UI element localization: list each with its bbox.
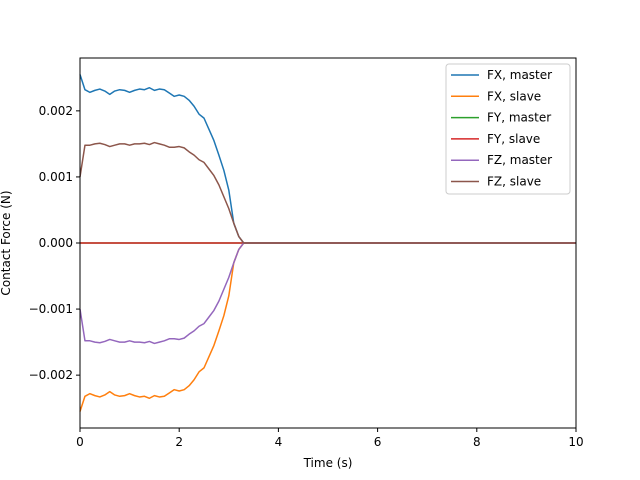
y-tick-label: −0.001 bbox=[29, 302, 73, 316]
legend-label-fz-slave: FZ, slave bbox=[487, 175, 541, 189]
plot-area bbox=[79, 74, 576, 412]
series-line-fz-slave bbox=[79, 141, 576, 244]
axes-frame bbox=[79, 57, 577, 429]
legend-label-fy-slave: FY, slave bbox=[487, 132, 540, 146]
x-tick-label: 6 bbox=[374, 435, 382, 449]
x-tick-label: 2 bbox=[175, 435, 183, 449]
y-tick-label: −0.002 bbox=[29, 368, 73, 382]
y-tick-label: 0.001 bbox=[39, 170, 73, 184]
legend: FX, master FX, slave FY, master FY, slave FZ… bbox=[445, 63, 571, 195]
y-tick-label: 0.002 bbox=[39, 104, 73, 118]
y-tick-label: 0.000 bbox=[39, 236, 73, 250]
legend-label-fx-slave: FX, slave bbox=[487, 89, 541, 103]
x-tick-label: 0 bbox=[76, 435, 84, 449]
legend-label-fz-master: FZ, master bbox=[487, 153, 552, 167]
legend-label-fx-master: FX, master bbox=[487, 68, 552, 82]
y-axis-label: Contact Force (N) bbox=[0, 190, 13, 295]
x-tick-label: 8 bbox=[473, 435, 481, 449]
x-axis-ticks: 0 2 4 6 8 10 bbox=[76, 428, 584, 449]
x-tick-label: 10 bbox=[568, 435, 583, 449]
x-axis-label: Time (s) bbox=[303, 456, 353, 470]
y-axis-ticks: −0.002 −0.001 0.000 0.001 0.002 bbox=[29, 104, 80, 382]
legend-label-fy-master: FY, master bbox=[487, 111, 551, 125]
x-tick-label: 4 bbox=[275, 435, 283, 449]
